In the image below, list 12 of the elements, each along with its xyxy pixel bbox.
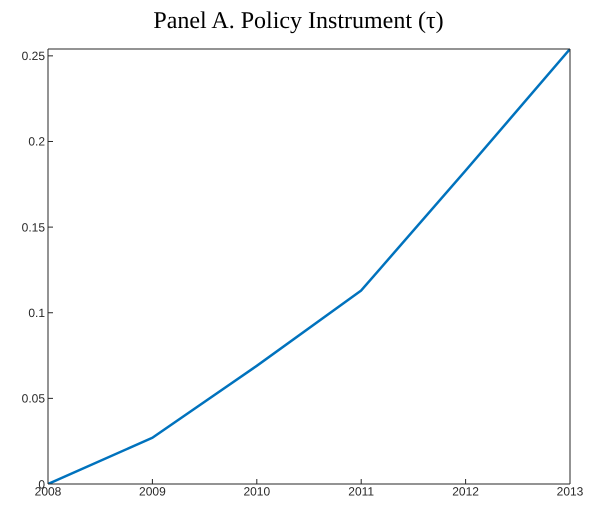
x-tick-label: 2011 — [348, 484, 374, 499]
y-tick-label: 0.1 — [28, 306, 46, 320]
x-tick-label: 2013 — [556, 484, 584, 499]
y-tick-label: 0.15 — [22, 220, 46, 234]
x-tick-label: 2010 — [243, 484, 270, 499]
line-series — [48, 49, 570, 484]
chart-title: Panel A. Policy Instrument (τ) — [152, 8, 445, 36]
y-tick-label: 0.05 — [22, 392, 46, 406]
y-tick-label: 0.2 — [28, 134, 46, 149]
y-tick-label: 0.25 — [22, 49, 46, 64]
x-tick-label: 2012 — [452, 484, 480, 499]
x-tick-label: 2009 — [139, 484, 166, 499]
